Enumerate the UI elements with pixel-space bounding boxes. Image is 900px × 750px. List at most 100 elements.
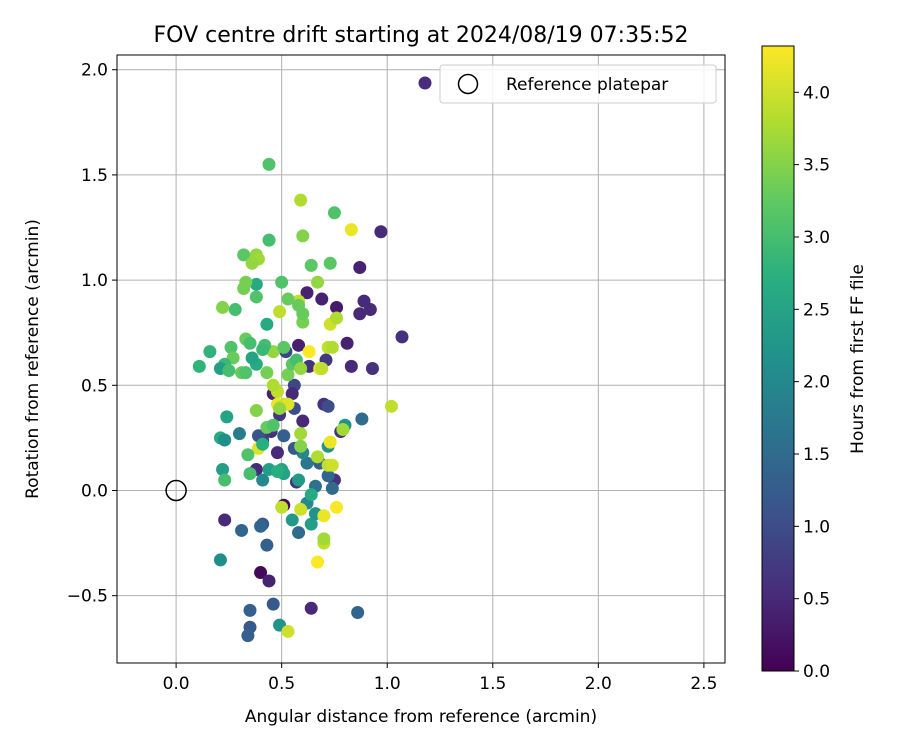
data-point bbox=[323, 435, 337, 449]
data-point bbox=[275, 275, 289, 289]
data-point bbox=[292, 338, 306, 352]
data-point bbox=[239, 366, 253, 380]
y-axis-label: Rotation from reference (arcmin) bbox=[23, 219, 43, 499]
colorbar-tick-label: 3.0 bbox=[803, 228, 830, 248]
data-point bbox=[323, 256, 337, 270]
data-point bbox=[302, 345, 316, 359]
data-point bbox=[273, 305, 287, 319]
colorbar-tick-label: 1.5 bbox=[803, 445, 830, 465]
data-point bbox=[374, 225, 388, 239]
plot-frame bbox=[116, 54, 726, 664]
data-point bbox=[218, 473, 232, 487]
data-point bbox=[317, 532, 331, 546]
data-point bbox=[296, 414, 310, 428]
data-point bbox=[266, 418, 280, 432]
data-point bbox=[300, 456, 314, 470]
data-point bbox=[353, 307, 367, 321]
data-point bbox=[325, 340, 339, 354]
data-point bbox=[351, 606, 365, 620]
data-point bbox=[256, 343, 270, 357]
data-point bbox=[330, 311, 344, 325]
legend-marker-reference bbox=[457, 73, 479, 95]
data-point bbox=[245, 256, 259, 270]
data-point bbox=[220, 410, 234, 424]
data-point bbox=[315, 361, 329, 375]
colorbar-tick-label: 1.0 bbox=[803, 517, 830, 537]
data-point bbox=[292, 473, 306, 487]
legend-box bbox=[439, 64, 717, 104]
legend: Reference platepar bbox=[418, 64, 717, 104]
data-point bbox=[344, 223, 358, 237]
data-point bbox=[277, 340, 291, 354]
x-tick-label: 0.0 bbox=[163, 674, 190, 694]
data-point bbox=[292, 298, 306, 312]
data-point bbox=[344, 359, 358, 373]
data-point bbox=[317, 509, 331, 523]
data-point bbox=[241, 629, 255, 643]
colorbar-gradient bbox=[761, 45, 795, 672]
data-point bbox=[260, 538, 274, 552]
data-point bbox=[262, 233, 276, 247]
data-point bbox=[222, 364, 236, 378]
data-point bbox=[292, 526, 306, 540]
data-point bbox=[270, 465, 284, 479]
data-point bbox=[294, 427, 308, 441]
data-point bbox=[340, 336, 354, 350]
colorbar-tick-label: 2.5 bbox=[803, 300, 830, 320]
data-point bbox=[241, 448, 255, 462]
data-point bbox=[327, 206, 341, 220]
data-point bbox=[365, 361, 379, 375]
data-point bbox=[315, 292, 329, 306]
data-point bbox=[395, 330, 409, 344]
data-point bbox=[224, 340, 238, 354]
data-point bbox=[232, 427, 246, 441]
colorbar-tick-label: 0.5 bbox=[803, 590, 830, 610]
x-tick-label: 1.5 bbox=[479, 674, 506, 694]
data-point bbox=[260, 317, 274, 331]
colorbar-tick-label: 0.0 bbox=[803, 662, 830, 682]
data-point bbox=[321, 399, 335, 413]
colorbar-ticks: 0.0 0.5 1.0 1.5 2.0 2.5 3.0 3.5 4.0 bbox=[794, 83, 830, 682]
x-tick-label: 2.5 bbox=[690, 674, 717, 694]
y-tick-label: −0.5 bbox=[67, 587, 108, 607]
x-tick-label: 2.0 bbox=[585, 674, 612, 694]
data-point bbox=[254, 519, 268, 533]
data-point bbox=[330, 500, 344, 514]
data-point bbox=[277, 429, 291, 443]
data-point bbox=[262, 157, 276, 171]
colorbar-tick-label: 2.0 bbox=[803, 373, 830, 393]
data-point bbox=[336, 422, 350, 436]
data-point bbox=[192, 359, 206, 373]
colorbar-tick-label: 3.5 bbox=[803, 156, 830, 176]
data-point bbox=[355, 412, 369, 426]
data-point bbox=[262, 574, 276, 588]
data-point bbox=[256, 437, 270, 451]
data-point bbox=[281, 624, 295, 638]
colorbar-label: Hours from first FF file bbox=[848, 264, 868, 454]
y-tick-label: 0.5 bbox=[81, 376, 108, 396]
data-point bbox=[249, 290, 263, 304]
data-point bbox=[281, 368, 295, 382]
data-point bbox=[243, 336, 257, 350]
data-point bbox=[363, 303, 377, 317]
y-tick-label: 0.0 bbox=[81, 481, 108, 501]
data-point bbox=[273, 401, 287, 415]
data-point bbox=[281, 292, 295, 306]
data-point bbox=[294, 502, 308, 516]
data-point bbox=[294, 439, 308, 453]
data-point bbox=[266, 378, 280, 392]
data-point bbox=[216, 462, 230, 476]
data-point bbox=[285, 387, 299, 401]
data-point bbox=[304, 601, 318, 615]
data-point bbox=[203, 345, 217, 359]
data-point bbox=[275, 500, 289, 514]
data-point bbox=[218, 433, 232, 447]
y-tick-label: 1.0 bbox=[81, 271, 108, 291]
data-point bbox=[254, 566, 268, 580]
data-point bbox=[249, 277, 263, 291]
data-point bbox=[353, 260, 367, 274]
data-point bbox=[245, 351, 259, 365]
data-point bbox=[304, 517, 318, 531]
reference-marker-group bbox=[165, 479, 187, 502]
data-point bbox=[270, 446, 284, 460]
